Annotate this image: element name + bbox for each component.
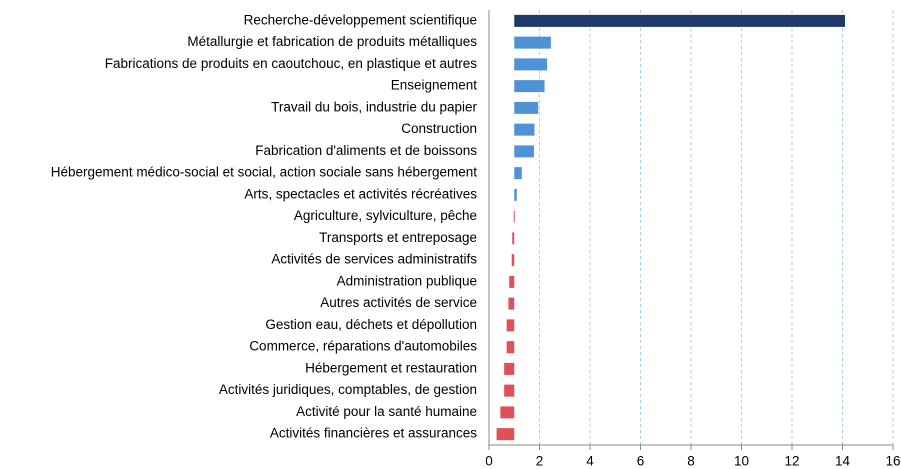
y-tick-label: Transports et entreposage <box>319 230 477 245</box>
y-tick-label: Arts, spectacles et activités récréative… <box>244 186 477 201</box>
y-tick-label: Fabrication d'aliments et de boissons <box>255 143 477 158</box>
x-tick-label: 2 <box>536 454 544 469</box>
y-tick-label: Administration publique <box>337 273 477 288</box>
bar <box>506 341 515 354</box>
x-tick-label: 14 <box>835 454 851 469</box>
x-tick-label: 4 <box>586 454 594 469</box>
y-tick-label: Enseignement <box>391 78 478 93</box>
bar <box>500 406 515 419</box>
bar <box>514 167 522 180</box>
y-tick-label: Agriculture, sylviculture, pêche <box>294 208 477 223</box>
y-tick-label: Commerce, réparations d'automobiles <box>249 339 477 354</box>
bar <box>513 210 515 223</box>
x-tick-label: 10 <box>734 454 749 469</box>
bar <box>511 254 515 267</box>
bar <box>506 319 515 332</box>
bar <box>508 297 515 310</box>
bar <box>514 58 548 71</box>
bar <box>514 123 535 136</box>
y-tick-label: Activité pour la santé humaine <box>296 404 477 419</box>
bar <box>504 362 515 375</box>
y-tick-label: Construction <box>401 121 477 136</box>
y-tick-label: Travail du bois, industrie du papier <box>271 99 477 114</box>
x-tick-label: 0 <box>485 454 493 469</box>
y-tick-label: Activités juridiques, comptables, de ges… <box>219 382 477 397</box>
bar <box>504 384 515 397</box>
bar <box>514 14 846 27</box>
y-tick-label: Autres activités de service <box>320 295 477 310</box>
x-tick-label: 8 <box>687 454 695 469</box>
bar <box>514 80 545 93</box>
x-tick-label: 12 <box>784 454 799 469</box>
y-tick-label: Recherche-développement scientifique <box>244 12 477 27</box>
y-tick-label: Activités financières et assurances <box>270 426 477 441</box>
bar <box>509 275 515 288</box>
bar <box>514 36 551 49</box>
y-tick-label: Hébergement médico-social et social, act… <box>51 165 477 180</box>
bar <box>496 428 515 441</box>
bar <box>514 145 534 158</box>
y-tick-label: Métallurgie et fabrication de produits m… <box>187 34 477 49</box>
y-tick-label: Fabrications de produits en caoutchouc, … <box>105 56 477 71</box>
x-tick-label: 6 <box>637 454 645 469</box>
x-tick-label: 16 <box>885 454 900 469</box>
y-tick-label: Activités de services administratifs <box>271 252 477 267</box>
bar <box>512 232 515 245</box>
y-tick-label: Gestion eau, déchets et dépollution <box>265 317 477 332</box>
bar <box>514 101 539 114</box>
y-tick-label: Hébergement et restauration <box>305 360 477 375</box>
bar <box>514 188 517 201</box>
